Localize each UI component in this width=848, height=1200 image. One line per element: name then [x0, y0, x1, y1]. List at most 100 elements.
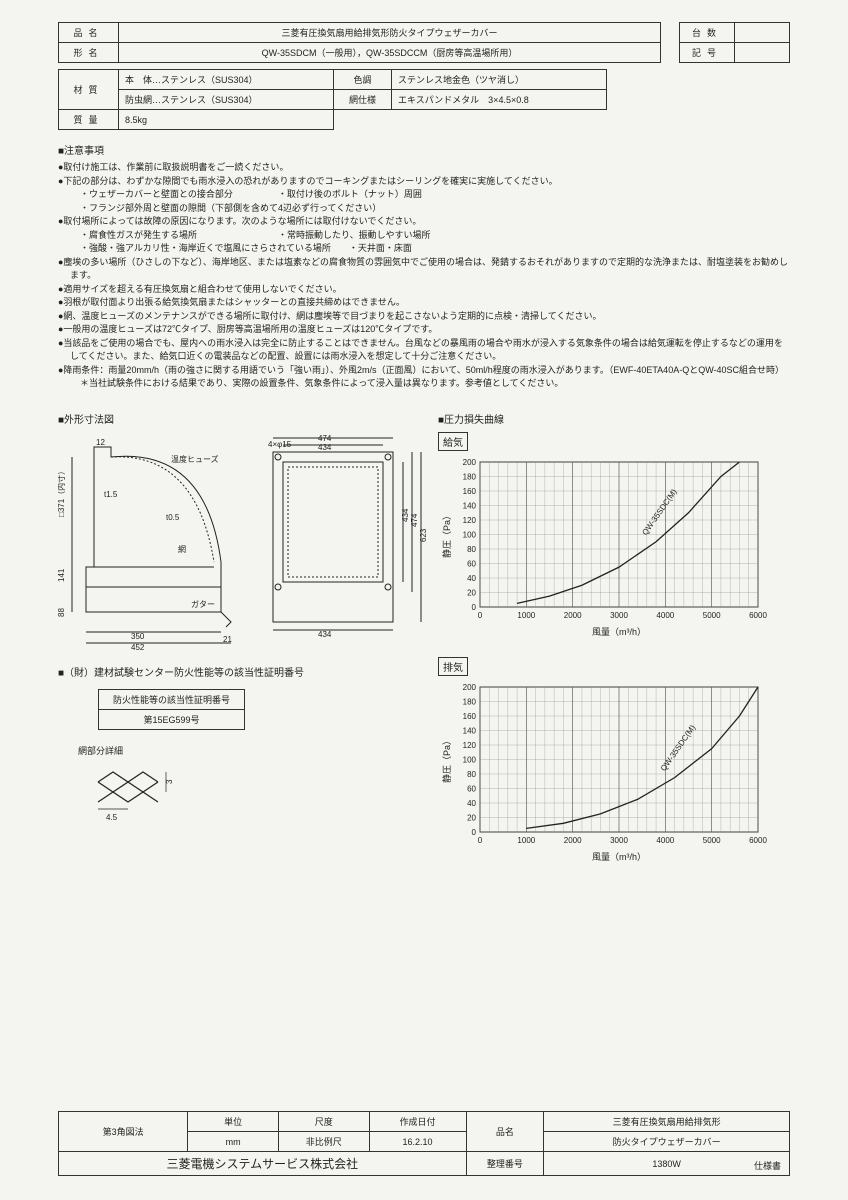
cert-box: 防火性能等の該当性証明番号 第15EG599号	[98, 689, 245, 730]
note-item: ・ウェザーカバーと壁面との接合部分 ・取付け後のボルト（ナット）周囲	[58, 188, 790, 202]
name-label: 品名	[59, 23, 119, 43]
note-item: ●網、温度ヒューズのメンテナンスができる場所に取付け、網は塵埃等で目づまりを起こ…	[58, 310, 790, 324]
svg-text:40: 40	[467, 574, 476, 583]
svg-text:100: 100	[463, 755, 477, 764]
scale-value: 非比例尺	[278, 1132, 369, 1152]
footer-name-l2: 防火タイプウェザーカバー	[544, 1132, 790, 1152]
date-value: 16.2.10	[369, 1132, 466, 1152]
svg-text:QW-35SDC(M): QW-35SDC(M)	[640, 487, 679, 537]
footer-name-l1: 三菱有圧換気扇用給排気形	[544, 1112, 790, 1132]
header-right-table: 台数 記号	[679, 22, 790, 63]
svg-text:140: 140	[463, 726, 477, 735]
exhaust-chart: 0100020003000400050006000020406080100120…	[438, 679, 790, 864]
svg-text:180: 180	[463, 472, 477, 481]
date-label: 作成日付	[369, 1112, 466, 1132]
header-left-table: 品名 三菱有圧換気扇用給排気形防火タイプウェザーカバー 形名 QW-35SDCM…	[58, 22, 661, 63]
note-item: ●塵埃の多い場所（ひさしの下など）、海岸地区、または塩素などの腐食物質の雰囲気中…	[58, 256, 790, 283]
unit-label: 単位	[188, 1112, 279, 1132]
svg-text:0: 0	[478, 836, 483, 845]
supply-chart: 0100020003000400050006000020406080100120…	[438, 454, 790, 639]
model-label: 形名	[59, 43, 119, 63]
svg-text:2000: 2000	[564, 836, 582, 845]
mesh-spec-label: 網仕様	[334, 90, 392, 110]
svg-text:1000: 1000	[517, 611, 535, 620]
svg-text:474: 474	[410, 513, 419, 527]
svg-text:t0.5: t0.5	[166, 513, 180, 522]
exhaust-label: 排気	[438, 657, 468, 676]
svg-text:3000: 3000	[610, 611, 628, 620]
svg-text:12: 12	[96, 438, 105, 447]
svg-text:4000: 4000	[656, 611, 674, 620]
svg-text:5000: 5000	[703, 611, 721, 620]
svg-text:温度ヒューズ: 温度ヒューズ	[171, 454, 219, 464]
docno-value: 1380W	[596, 1159, 738, 1169]
svg-text:141: 141	[58, 568, 66, 582]
footer-name-label: 品名	[466, 1112, 544, 1152]
note-item: ●降雨条件：雨量20mm/h（雨の強さに関する用語でいう「強い雨」）、外風2m/…	[58, 364, 790, 378]
svg-text:120: 120	[463, 741, 477, 750]
spec-tables: 材質 本 体…ステンレス（SUS304） 色調 ステンレス地金色（ツヤ消し） 防…	[58, 69, 790, 130]
note-item: ・フランジ部外周と壁面の隙間（下部側を含めて4辺必ず行ってください）	[58, 202, 790, 216]
company: 三菱電機システムサービス株式会社	[59, 1152, 467, 1176]
svg-text:0: 0	[472, 828, 477, 837]
color-label: 色調	[334, 70, 392, 90]
svg-text:60: 60	[467, 784, 476, 793]
note-item: ●下記の部分は、わずかな隙間でも雨水浸入の恐れがありますのでコーキングまたはシー…	[58, 175, 790, 189]
supply-label: 給気	[438, 432, 468, 451]
cert-label: 防火性能等の該当性証明番号	[99, 690, 244, 710]
svg-text:静圧（Pa）: 静圧（Pa）	[441, 735, 452, 782]
svg-text:200: 200	[463, 683, 477, 692]
svg-text:3: 3	[165, 779, 174, 784]
svg-text:風量（m³/h）: 風量（m³/h）	[592, 627, 646, 637]
dimension-drawings: 12 □371（内寸） 141 88 350 452 21 t1.5 t0.5 …	[58, 432, 438, 652]
svg-text:0: 0	[472, 603, 477, 612]
svg-text:160: 160	[463, 712, 477, 721]
svg-text:網: 網	[178, 544, 186, 554]
material-label: 材質	[59, 70, 119, 110]
projection: 第3角図法	[59, 1112, 188, 1152]
docno-label: 整理番号	[466, 1152, 544, 1176]
svg-text:風量（m³/h）: 風量（m³/h）	[592, 852, 646, 862]
svg-text:434: 434	[401, 508, 410, 522]
svg-text:60: 60	[467, 559, 476, 568]
svg-text:0: 0	[478, 611, 483, 620]
svg-text:140: 140	[463, 501, 477, 510]
title-block: 第3角図法 単位 尺度 作成日付 品名 三菱有圧換気扇用給排気形 mm 非比例尺…	[58, 1111, 790, 1176]
svg-text:200: 200	[463, 458, 477, 467]
material-body: 本 体…ステンレス（SUS304）	[119, 70, 334, 90]
svg-text:4.5: 4.5	[106, 813, 118, 822]
svg-text:6000: 6000	[749, 611, 767, 620]
spec-sheet: 品名 三菱有圧換気扇用給排気形防火タイプウェザーカバー 形名 QW-35SDCM…	[0, 0, 848, 1200]
svg-text:40: 40	[467, 799, 476, 808]
svg-text:6000: 6000	[749, 836, 767, 845]
dim-side-front-svg: 12 □371（内寸） 141 88 350 452 21 t1.5 t0.5 …	[58, 432, 428, 652]
note-item: ●取付け施工は、作業前に取扱説明書をご一読ください。	[58, 161, 790, 175]
qty-label: 台数	[680, 23, 735, 43]
svg-text:160: 160	[463, 487, 477, 496]
loss-title: ■圧力損失曲線	[438, 411, 790, 426]
svg-text:1000: 1000	[517, 836, 535, 845]
svg-text:20: 20	[467, 588, 476, 597]
notes-section: ■注意事項 ●取付け施工は、作業前に取扱説明書をご一読ください。●下記の部分は、…	[58, 144, 790, 391]
note-item: ●取付場所によっては故障の原因になります。次のような場所には取付けないでください…	[58, 215, 790, 229]
footer-table: 第3角図法 単位 尺度 作成日付 品名 三菱有圧換気扇用給排気形 mm 非比例尺…	[58, 1111, 790, 1176]
svg-text:3000: 3000	[610, 836, 628, 845]
svg-text:434: 434	[318, 443, 332, 452]
svg-text:88: 88	[58, 607, 66, 616]
note-item: ＊当社試験条件における結果であり、実際の設置条件、気象条件によって浸入量は異なり…	[58, 377, 790, 391]
svg-text:□371（内寸）: □371（内寸）	[58, 466, 66, 516]
svg-text:623: 623	[419, 528, 428, 542]
mesh-detail-title: 網部分詳細	[78, 744, 438, 757]
dims-title: ■外形寸法図	[58, 411, 438, 426]
svg-text:5000: 5000	[703, 836, 721, 845]
model-value: QW-35SDCM（一般用），QW-35SDCCM（厨房等高温場所用）	[119, 43, 661, 63]
svg-text:t1.5: t1.5	[104, 490, 118, 499]
notes-list: ●取付け施工は、作業前に取扱説明書をご一読ください。●下記の部分は、わずかな隙間…	[58, 161, 790, 391]
material-mesh: 防虫網…ステンレス（SUS304）	[119, 90, 334, 110]
unit-value: mm	[188, 1132, 279, 1152]
note-item: ●一般用の温度ヒューズは72℃タイプ、厨房等高温場所用の温度ヒューズは120℃タ…	[58, 323, 790, 337]
mark-label: 記号	[680, 43, 735, 63]
weight-label: 質量	[59, 110, 119, 130]
mesh-spec-value: エキスパンドメタル 3×4.5×0.8	[392, 90, 607, 110]
mesh-detail: 網部分詳細 4.5 3	[58, 744, 438, 827]
